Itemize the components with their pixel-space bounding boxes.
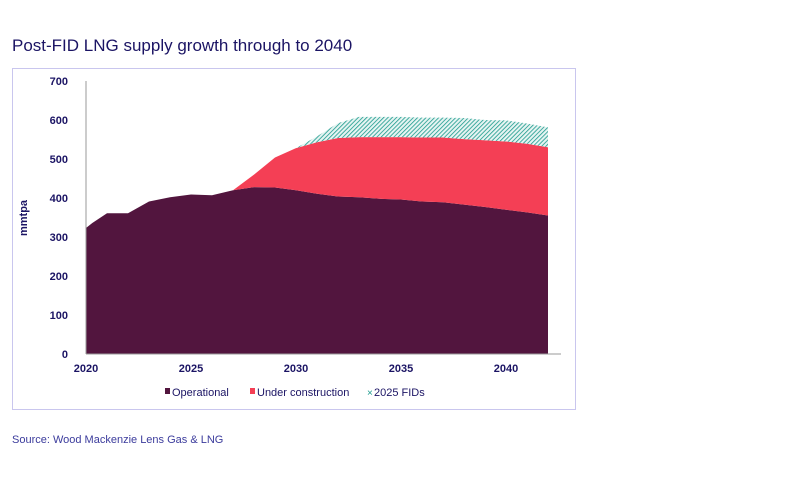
y-tick-label: 600: [50, 115, 68, 127]
y-tick-label: 200: [50, 271, 68, 283]
y-tick-label: 700: [50, 76, 68, 88]
area-under-construction: [86, 137, 548, 229]
y-tick-label: 400: [50, 193, 68, 205]
y-axis-label: mmtpa: [18, 199, 30, 236]
legend-label: 2025 FIDs: [374, 387, 425, 399]
y-tick-label: 100: [50, 310, 68, 322]
chart-frame: [12, 68, 576, 410]
chart-title: Post-FID LNG supply growth through to 20…: [12, 36, 353, 55]
legend-label: Under construction: [257, 387, 349, 399]
area-operational: [86, 187, 548, 354]
legend-label: Operational: [172, 387, 229, 399]
legend-swatch: [165, 388, 170, 394]
y-tick-label: 500: [50, 154, 68, 166]
x-tick-label: 2030: [284, 363, 308, 375]
x-tick-label: 2020: [74, 363, 98, 375]
legend-swatch: [250, 388, 255, 394]
x-tick-label: 2040: [494, 363, 518, 375]
source-note: Source: Wood Mackenzie Lens Gas & LNG: [12, 434, 224, 446]
legend-swatch: ×: [367, 388, 373, 399]
y-tick-label: 0: [62, 349, 68, 361]
legend-item: × 2025 FIDs: [367, 387, 425, 399]
x-tick-label: 2035: [389, 363, 413, 375]
legend-item: Under construction: [250, 387, 349, 399]
area-2025-fids: [86, 116, 548, 229]
y-tick-label: 300: [50, 232, 68, 244]
legend-item: Operational: [165, 387, 229, 399]
x-tick-label: 2025: [179, 363, 203, 375]
